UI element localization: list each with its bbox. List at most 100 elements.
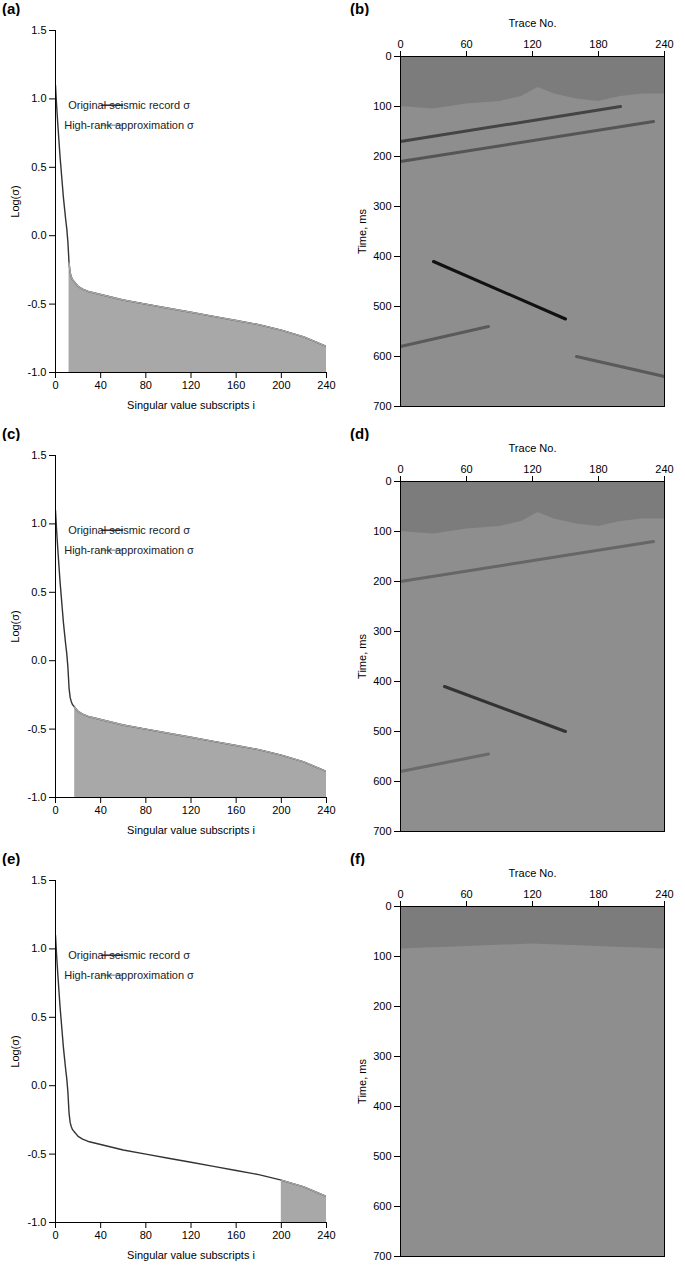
svg-text:1.5: 1.5 (31, 874, 46, 886)
svg-text:0: 0 (397, 38, 403, 50)
svg-text:Singular value subscripts i: Singular value subscripts i (127, 399, 255, 411)
svg-text:120: 120 (523, 463, 541, 475)
svg-text:0.0: 0.0 (31, 1079, 46, 1091)
svg-text:-1.0: -1.0 (28, 791, 47, 803)
svg-text:180: 180 (589, 38, 607, 50)
svg-text:100: 100 (373, 100, 391, 112)
svg-text:-0.5: -0.5 (28, 723, 47, 735)
svg-text:-0.5: -0.5 (28, 298, 47, 310)
svg-text:240: 240 (655, 38, 673, 50)
svg-text:Time, ms: Time, ms (356, 1059, 368, 1104)
svg-text:-1.0: -1.0 (28, 366, 47, 378)
svg-text:120: 120 (523, 888, 541, 900)
svg-text:300: 300 (373, 1050, 391, 1062)
svg-text:60: 60 (460, 888, 472, 900)
svg-text:Trace No.: Trace No. (509, 17, 557, 29)
svg-text:0: 0 (397, 463, 403, 475)
html-text:(b): (b) (350, 0, 370, 17)
svg-text:High-rank approximation σ: High-rank approximation σ (64, 969, 194, 981)
svg-text:0: 0 (52, 804, 58, 816)
svg-text:180: 180 (589, 463, 607, 475)
svg-text:40: 40 (95, 804, 107, 816)
svg-text:0.0: 0.0 (31, 229, 46, 241)
svg-text:Original seismic record σ: Original seismic record σ (68, 99, 190, 111)
svg-text:200: 200 (272, 379, 290, 391)
svg-text:200: 200 (373, 1000, 391, 1012)
svg-text:0.5: 0.5 (31, 586, 46, 598)
svg-text:0: 0 (52, 1229, 58, 1241)
svg-text:240: 240 (655, 888, 673, 900)
svg-text:Original seismic record σ: Original seismic record σ (68, 524, 190, 536)
svg-text:Time, ms: Time, ms (356, 209, 368, 254)
svg-text:0: 0 (397, 888, 403, 900)
svg-text:0.0: 0.0 (31, 654, 46, 666)
svg-text:500: 500 (373, 1150, 391, 1162)
html-text:(a): (a) (2, 0, 21, 17)
svg-text:500: 500 (373, 725, 391, 737)
svg-text:80: 80 (140, 1229, 152, 1241)
svg-text:1.0: 1.0 (31, 942, 46, 954)
svg-text:Original seismic record σ: Original seismic record σ (68, 949, 190, 961)
svg-text:-1.0: -1.0 (28, 1216, 47, 1228)
svg-text:100: 100 (373, 950, 391, 962)
svg-text:240: 240 (317, 379, 335, 391)
svg-text:160: 160 (227, 379, 245, 391)
svg-text:0: 0 (52, 379, 58, 391)
svg-text:40: 40 (95, 379, 107, 391)
html-text:(d): (d) (350, 425, 370, 442)
svg-text:60: 60 (460, 38, 472, 50)
svg-text:High-rank approximation σ: High-rank approximation σ (64, 544, 194, 556)
svg-text:180: 180 (589, 888, 607, 900)
svg-text:Time, ms: Time, ms (356, 634, 368, 679)
svg-text:80: 80 (140, 804, 152, 816)
svg-text:0: 0 (385, 900, 391, 912)
svg-text:600: 600 (373, 1200, 391, 1212)
svg-text:1.0: 1.0 (31, 517, 46, 529)
svg-text:200: 200 (373, 150, 391, 162)
svg-text:Log(σ): Log(σ) (9, 185, 21, 217)
svg-text:120: 120 (182, 804, 200, 816)
svg-text:160: 160 (227, 1229, 245, 1241)
svg-text:600: 600 (373, 775, 391, 787)
svg-text:0: 0 (385, 475, 391, 487)
svg-text:240: 240 (317, 1229, 335, 1241)
svg-text:200: 200 (272, 1229, 290, 1241)
svg-text:120: 120 (523, 38, 541, 50)
svg-text:Log(σ): Log(σ) (9, 1035, 21, 1067)
svg-text:400: 400 (373, 675, 391, 687)
svg-text:1.5: 1.5 (31, 449, 46, 461)
svg-text:60: 60 (460, 463, 472, 475)
svg-text:Trace No.: Trace No. (509, 867, 557, 879)
svg-text:80: 80 (140, 379, 152, 391)
svg-text:1.5: 1.5 (31, 24, 46, 36)
svg-text:400: 400 (373, 1100, 391, 1112)
svg-text:0.5: 0.5 (31, 1011, 46, 1023)
svg-text:240: 240 (655, 463, 673, 475)
svg-text:300: 300 (373, 200, 391, 212)
svg-text:100: 100 (373, 525, 391, 537)
svg-text:Singular value subscripts i: Singular value subscripts i (127, 824, 255, 836)
svg-text:0.5: 0.5 (31, 161, 46, 173)
svg-text:1.0: 1.0 (31, 92, 46, 104)
svg-text:240: 240 (317, 804, 335, 816)
svg-text:700: 700 (373, 400, 391, 412)
svg-text:-0.5: -0.5 (28, 1148, 47, 1160)
svg-text:700: 700 (373, 1250, 391, 1262)
svg-text:120: 120 (182, 1229, 200, 1241)
svg-text:Trace No.: Trace No. (509, 442, 557, 454)
svg-text:Log(σ): Log(σ) (9, 610, 21, 642)
svg-text:0: 0 (385, 50, 391, 62)
svg-text:200: 200 (373, 575, 391, 587)
html-text:(c): (c) (2, 425, 21, 442)
svg-text:200: 200 (272, 804, 290, 816)
svg-text:400: 400 (373, 250, 391, 262)
svg-text:600: 600 (373, 350, 391, 362)
svg-text:High-rank approximation σ: High-rank approximation σ (64, 119, 194, 131)
svg-text:300: 300 (373, 625, 391, 637)
svg-text:40: 40 (95, 1229, 107, 1241)
svg-text:120: 120 (182, 379, 200, 391)
svg-text:500: 500 (373, 300, 391, 312)
svg-text:Singular value subscripts i: Singular value subscripts i (127, 1249, 255, 1261)
svg-text:160: 160 (227, 804, 245, 816)
svg-text:700: 700 (373, 825, 391, 837)
